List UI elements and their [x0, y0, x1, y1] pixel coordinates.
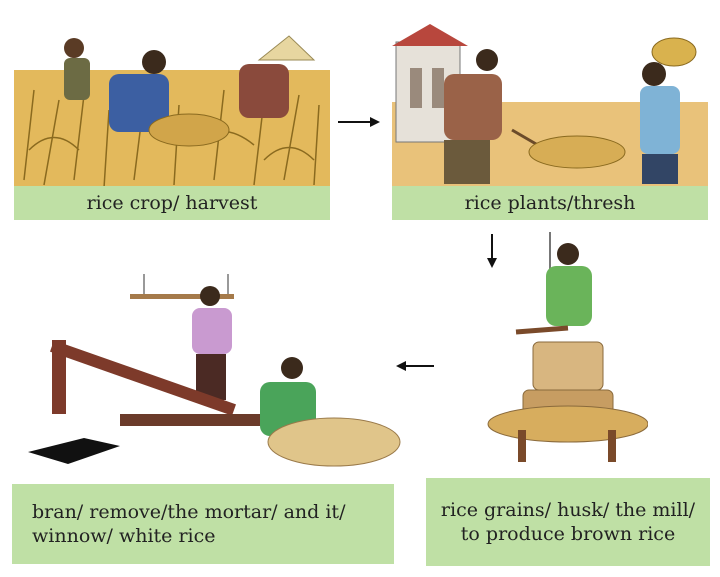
- threshing-scene: [392, 22, 708, 190]
- step-caption-thresh: rice plants/thresh: [392, 186, 708, 220]
- step-caption-mill-line-1: rice grains/ husk/ the mill/: [440, 499, 696, 521]
- step-caption-mortar: bran/ remove/the mortar/ and it/ winnow/…: [12, 484, 394, 564]
- step-caption-mill-line-2: to produce brown rice: [460, 523, 676, 545]
- mill-scene: [478, 232, 649, 470]
- arrow-left-icon: [396, 358, 436, 378]
- arrow-down-icon: [484, 232, 500, 272]
- step-caption-harvest: rice crop/ harvest: [14, 186, 330, 220]
- step-caption-mortar-line-1: bran/ remove/the mortar/ and it/: [32, 501, 346, 523]
- step-caption-mill: rice grains/ husk/ the mill/ to produce …: [426, 478, 710, 566]
- arrow-right-icon: [336, 114, 380, 134]
- harvest-scene: [14, 30, 330, 190]
- step-caption-mortar-line-2: winnow/ white rice: [32, 525, 216, 547]
- mortar-winnow-scene: [24, 270, 404, 480]
